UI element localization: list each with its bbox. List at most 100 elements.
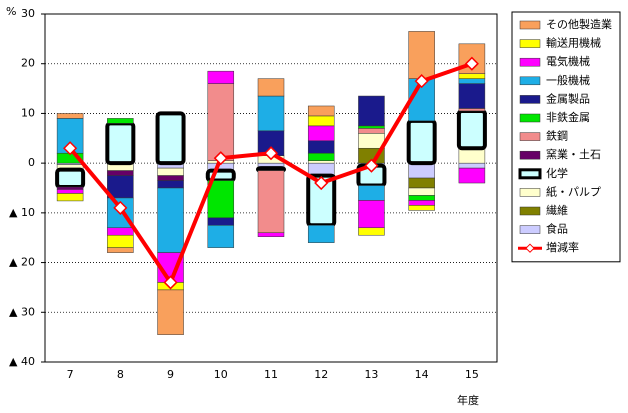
line-marker [163,275,178,290]
bar-segment [107,247,134,253]
bar-segment [458,73,486,79]
bar-segment [358,227,385,236]
legend-swatch [519,95,541,104]
bar-segment [358,125,385,129]
line-marker [263,146,279,161]
bar-segment [408,177,435,189]
y-tick-label: ▲ 10 [9,206,35,219]
x-tick-label: 14 [415,368,429,381]
bar-segment [107,227,134,236]
legend-label: 金属製品 [546,91,590,105]
x-tick-label: 10 [214,368,228,381]
bar-segment [257,78,285,97]
x-tick-label: 12 [314,368,328,381]
bar-segment [458,108,486,112]
legend-swatch [519,150,541,160]
bar-segment [307,125,335,142]
legend-swatch [519,132,541,141]
bar-segment [56,113,84,119]
legend-swatch [519,76,541,86]
legend-label: 増減率 [546,240,579,254]
bar-segment [358,95,385,127]
legend-swatch [519,57,541,67]
bar-segment [408,31,435,79]
bar-segment [307,225,335,243]
x-tick-label: 7 [67,368,74,381]
bar-segment [307,140,335,154]
bar-segment [458,83,486,109]
legend-marker [525,243,535,253]
bar-segment [207,225,235,248]
bar-segment [207,217,235,226]
line-marker [364,158,379,173]
bar-segment [155,111,186,166]
bar-segment [358,185,385,201]
bar-segment [157,187,184,253]
legend-label: 一般機械 [546,73,590,87]
bar-segment [56,186,84,190]
legend-swatch [518,168,542,180]
bar-segment [458,147,486,164]
legend-swatch [519,39,541,48]
bar-segment [207,70,235,84]
bar-segment [257,170,285,233]
line-marker [314,175,329,191]
bar-segment [256,166,286,173]
x-tick-label: 11 [264,368,278,381]
bar-segment [157,289,184,335]
bar-segment [307,160,335,164]
bar-segment [408,195,435,201]
legend-swatch [519,225,541,234]
bar-segment [307,115,335,127]
bar-segment [56,193,84,202]
bar-segment [358,128,385,134]
legend-label: 化学 [546,166,568,180]
legend-label: 食品 [546,222,568,236]
bar-segment [157,167,184,176]
x-tick-label: 15 [465,368,479,381]
bar-segment [408,205,435,211]
bar-segment [55,167,86,190]
legend-label: 輸送用機械 [546,36,601,50]
bar-segment [307,152,335,161]
line-marker [414,74,429,89]
y-tick-label: 10 [21,106,35,119]
bar-segment [157,175,184,181]
bar-segment [458,167,486,184]
bar-segment [358,200,385,229]
bar-segment [107,170,134,176]
legend-swatch [519,206,541,216]
y-tick-label: 0 [28,156,35,169]
bar-segment [458,162,486,169]
y-tick-label: 30 [21,7,35,20]
legend-label: 繊維 [546,204,568,217]
x-tick-label: 13 [364,368,378,381]
legend-swatch [519,113,541,123]
legend-label: 鉄鋼 [546,129,568,143]
bar-segment [207,180,235,219]
y-tick-label: 20 [21,57,35,70]
bar-segment [207,83,235,161]
x-tick-label: 9 [167,368,174,381]
bar-segment [408,162,435,179]
bar-segment [107,234,134,248]
legend-label: 電気機械 [546,54,590,68]
line-marker [464,56,479,71]
bar-segment [257,95,285,132]
legend-label: 非鉄金属 [546,110,590,124]
bar-segment [408,200,435,206]
bar-segment [406,118,437,166]
line-marker [113,200,128,215]
y-tick-label: ▲ 30 [9,305,35,318]
legend-swatch [519,188,541,197]
unit-label: % [6,5,16,18]
bar-segment [157,180,184,189]
bar-segment [458,78,486,84]
line-marker [213,151,228,166]
x-axis-label: 年度 [457,393,479,407]
bar-segment [107,118,134,124]
bar-segment [307,105,335,117]
y-tick-label: ▲ 40 [9,355,35,368]
y-tick-label: ▲ 20 [9,256,35,269]
